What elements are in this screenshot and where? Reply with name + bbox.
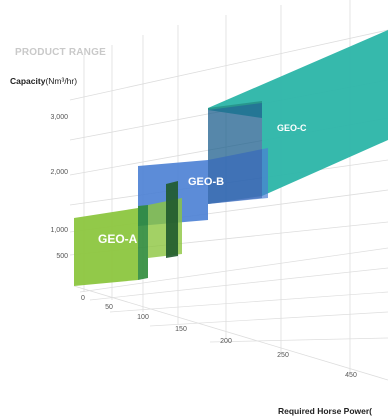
- y-tick-label: 500: [56, 253, 68, 260]
- y-tick-label: 3,000: [50, 114, 68, 121]
- product-area-main: [208, 30, 388, 196]
- grid-line-floor: [149, 311, 388, 327]
- x-tick-label: 200: [220, 338, 232, 345]
- product-label-geo-a: GEO-A: [98, 232, 138, 246]
- x-tick-label: 450: [345, 372, 357, 379]
- product-areas: [74, 30, 388, 286]
- product-label-geo-c: GEO-C: [277, 123, 307, 133]
- product-area-edge: [138, 205, 148, 280]
- chart-title: PRODUCT RANGE: [15, 47, 106, 58]
- product-label-geo-b: GEO-B: [188, 176, 224, 188]
- product-area-main: [74, 208, 138, 286]
- grid-line-floor: [209, 337, 388, 343]
- y-axis-title-unit: (Nm³/hr): [45, 76, 77, 86]
- x-tick-label: 250: [277, 352, 289, 359]
- product-area-geo-a: [74, 181, 182, 286]
- y-axis-title: Capacity(Nm³/hr): [10, 76, 77, 86]
- y-tick-label: 1,000: [50, 227, 68, 234]
- x-axis-title: Required Horse Power(: [278, 406, 372, 416]
- grid-line-horizontal: [69, 29, 388, 101]
- grid-line-floor: [79, 247, 388, 293]
- product-area-extension: [208, 148, 268, 204]
- grid-line-floor: [109, 291, 388, 313]
- x-tick-label: 150: [175, 326, 187, 333]
- y-axis-title-main: Capacity: [10, 76, 46, 86]
- x-tick-label: 0: [81, 295, 85, 302]
- x-axis-line: [73, 285, 388, 381]
- product-area-overlap: [208, 103, 262, 204]
- grid-line-floor: [89, 267, 388, 301]
- x-tick-label: 100: [137, 314, 149, 321]
- chart-labels: 500 1,000 2,000 3,000 0 50 100 150 200 250 450 GEO-…: [50, 114, 356, 379]
- y-tick-label: 2,000: [50, 169, 68, 176]
- product-area-post: [166, 181, 178, 258]
- x-tick-label: 50: [105, 304, 113, 311]
